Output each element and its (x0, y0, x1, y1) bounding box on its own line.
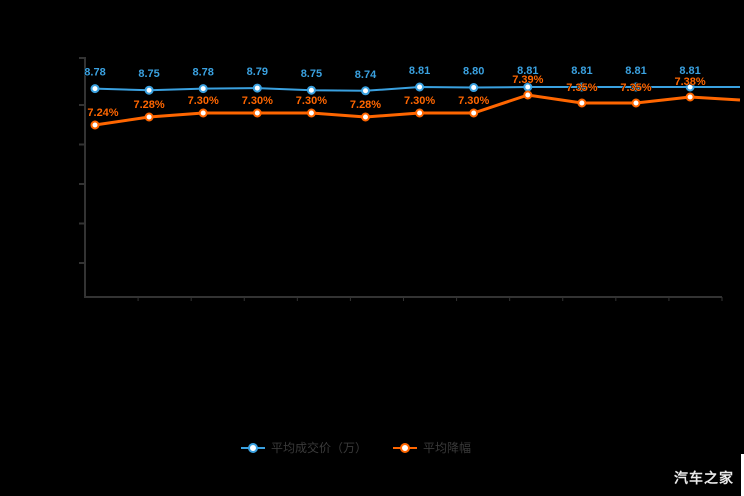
data-point-marker[interactable] (577, 82, 587, 92)
data-point-marker[interactable] (361, 86, 370, 96)
data-point-marker[interactable] (577, 98, 587, 108)
data-point-label: 8.81 (409, 65, 430, 77)
data-point-label: 8.80 (463, 66, 484, 78)
data-point-label: 8.75 (301, 68, 322, 80)
data-point-marker[interactable] (198, 84, 208, 94)
legend-item-avg-discount[interactable]: 平均降幅 (393, 442, 471, 454)
data-point-label: 7.28% (133, 99, 164, 111)
data-point-label: 7.38% (674, 76, 705, 88)
data-point-marker[interactable] (631, 82, 641, 92)
data-point-marker[interactable] (198, 108, 208, 118)
chart-legend: 平均成交价（万） 平均降幅 (0, 442, 728, 454)
data-point-marker[interactable] (306, 108, 316, 118)
legend-label: 平均成交价（万） (270, 441, 367, 455)
data-point-marker[interactable] (685, 92, 695, 102)
data-point-label: 8.74 (355, 69, 377, 81)
data-point-marker[interactable] (90, 120, 100, 130)
watermark-bar (741, 454, 744, 496)
data-point-marker[interactable] (631, 98, 641, 108)
data-point-label: 8.78 (84, 67, 105, 79)
legend-label: 平均降幅 (423, 441, 472, 455)
data-point-marker[interactable] (523, 90, 533, 100)
data-point-label: 8.78 (192, 67, 213, 79)
data-point-label: 8.81 (625, 65, 646, 77)
data-point-label: 7.30% (404, 95, 435, 107)
line-chart: 8.78 8.75 8.78 8.79 8.75 8.74 8.81 8.80 8.81 8.81… (79, 57, 741, 301)
legend-item-avg-price[interactable]: 平均成交价（万） (240, 441, 367, 455)
data-point-label: 7.28% (350, 99, 381, 111)
orange-line-marker-icon (393, 443, 417, 453)
data-point-label: 7.35% (566, 82, 597, 94)
data-point-label: 8.81 (517, 65, 538, 77)
data-point-marker[interactable] (144, 85, 154, 95)
data-point-label: 7.24% (87, 107, 118, 119)
data-point-marker[interactable] (685, 82, 695, 92)
data-point-label: 8.75 (138, 68, 159, 80)
blue-line-marker-icon (240, 443, 265, 453)
data-point-marker[interactable] (144, 112, 154, 122)
data-point-marker[interactable] (415, 82, 425, 92)
data-point-label: 8.79 (247, 66, 268, 78)
data-point-label: 7.30% (242, 95, 273, 107)
data-point-marker[interactable] (252, 83, 262, 93)
data-point-marker[interactable] (361, 112, 370, 122)
data-point-marker[interactable] (90, 84, 100, 94)
data-point-marker[interactable] (306, 85, 316, 95)
data-point-label: 8.81 (679, 65, 700, 77)
data-point-label: 7.39% (512, 74, 543, 86)
data-point-label: 7.30% (296, 95, 327, 107)
data-point-label: 7.30% (188, 95, 219, 107)
data-point-marker[interactable] (469, 83, 479, 93)
data-point-label: 7.35% (620, 82, 651, 94)
data-point-marker[interactable] (415, 108, 425, 118)
data-point-marker[interactable] (252, 108, 262, 118)
data-point-marker[interactable] (469, 108, 479, 118)
data-point-label: 8.81 (571, 65, 592, 77)
data-point-label: 7.30% (458, 95, 489, 107)
watermark-autohome: 汽车之家 (674, 470, 734, 486)
